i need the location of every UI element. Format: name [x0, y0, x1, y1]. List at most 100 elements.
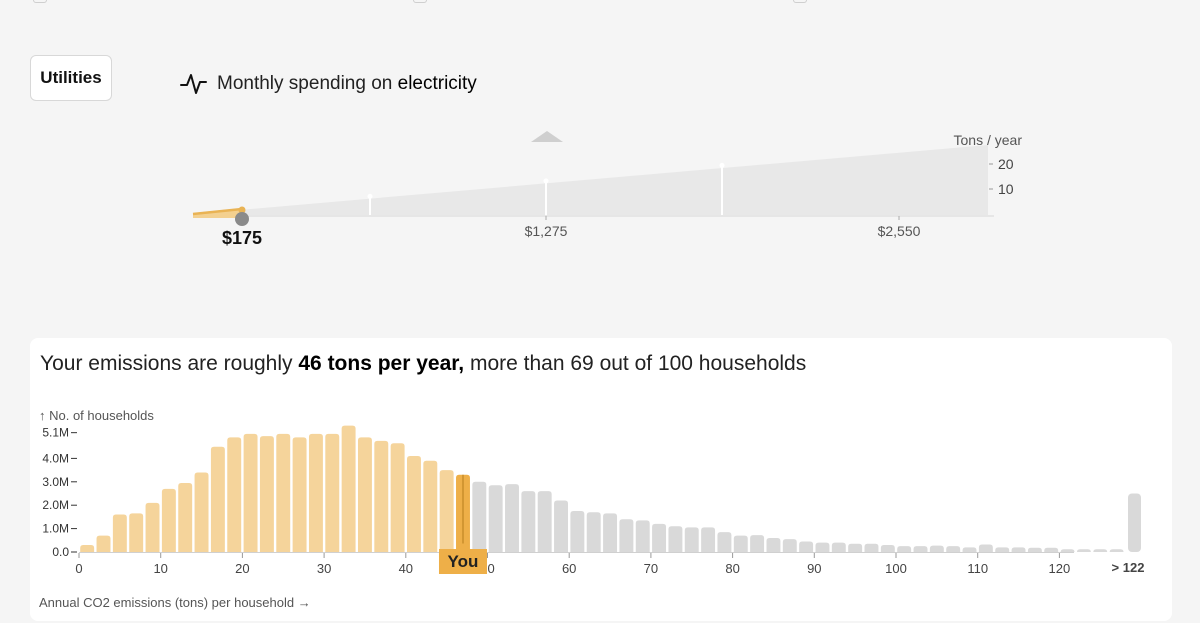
you-label: You — [448, 552, 479, 571]
x-tick-label: 30 — [317, 561, 331, 576]
histogram-bar — [243, 433, 258, 552]
histogram-bar — [733, 535, 748, 552]
x-tick-label: 120 — [1049, 561, 1071, 576]
histogram-bar — [978, 544, 993, 552]
histogram-bar — [717, 532, 732, 552]
x-tick-label: 90 — [807, 561, 821, 576]
histogram-bar — [521, 491, 536, 552]
x-tick-label: 80 — [725, 561, 739, 576]
histogram-bar — [929, 545, 944, 552]
histogram-bar — [782, 539, 797, 552]
spending-divider-dot — [719, 162, 725, 168]
histogram-bar — [701, 527, 716, 552]
histogram-bar — [145, 502, 160, 552]
utilities-category-button[interactable]: Utilities — [30, 55, 112, 101]
expand-up-icon[interactable] — [531, 131, 563, 142]
histogram-bar — [276, 433, 291, 552]
y-tick-label: 5.1M — [42, 426, 69, 440]
x-axis-title: Annual CO2 emissions (tons) per househol… — [39, 595, 311, 610]
headline-suffix: more than 69 out of 100 households — [469, 352, 807, 375]
x-tick-label: 60 — [562, 561, 576, 576]
histogram-bar — [341, 425, 356, 552]
histogram-bar — [635, 520, 650, 552]
histogram-bar — [80, 544, 95, 552]
histogram-bar — [880, 544, 895, 552]
histogram-bar — [472, 481, 487, 552]
histogram-bar — [750, 535, 765, 552]
histogram-bar — [1109, 549, 1124, 553]
histogram-bar — [652, 523, 667, 552]
histogram-bar — [407, 456, 421, 552]
histogram-bar — [1044, 547, 1059, 552]
pulse-icon — [180, 74, 207, 94]
histogram-bar — [815, 542, 830, 552]
histogram-bar — [668, 526, 683, 552]
x-tick-label: 20 — [235, 561, 249, 576]
histogram-bar — [913, 546, 928, 552]
histogram-bar — [1076, 549, 1091, 553]
y-tick-label: 10 — [998, 181, 1014, 197]
histogram-bar — [292, 437, 307, 552]
x-tick-label: 70 — [644, 561, 658, 576]
slider-knob[interactable] — [235, 212, 249, 226]
spending-prefix: Monthly spending on — [217, 73, 393, 94]
histogram-bar — [439, 470, 454, 552]
histogram-bar — [227, 437, 242, 552]
x-tick-label: $1,275 — [525, 223, 568, 239]
histogram-bar — [897, 546, 912, 552]
histogram-bar — [488, 485, 503, 552]
histogram-bar — [864, 543, 879, 552]
you-marker — [438, 543, 487, 574]
x-tick-label: 0 — [75, 561, 82, 576]
histogram-bar — [210, 446, 225, 552]
histogram-bar — [848, 543, 863, 552]
spending-title: Monthly spending on electricity — [180, 70, 477, 98]
histogram-bar — [129, 513, 144, 552]
histogram-bar — [194, 472, 209, 552]
histogram-bar — [505, 484, 519, 552]
y-tick-label: 3.0M — [42, 475, 69, 489]
x-tick-label: 10 — [153, 561, 167, 576]
y-axis-title: ↑ No. of households — [39, 408, 154, 423]
histogram-bar — [423, 460, 438, 552]
x-tick-label: $2,550 — [878, 223, 921, 239]
histogram-bar — [357, 437, 372, 552]
spending-area — [193, 145, 988, 215]
selected-value-label: $175 — [222, 228, 262, 248]
spending-divider-dot — [543, 178, 549, 184]
histogram-bar — [161, 488, 176, 552]
histogram-bar — [946, 546, 961, 552]
spending-item: electricity — [397, 73, 477, 94]
histogram-bar — [96, 535, 111, 552]
overflow-label: > 122 — [1112, 560, 1145, 575]
histogram-bar — [766, 537, 781, 552]
y-tick-label: 1.0M — [42, 522, 69, 536]
histogram-bar — [1027, 547, 1042, 552]
histogram-bar — [537, 491, 552, 552]
y-tick-label: 2.0M — [42, 498, 69, 512]
histogram-bar — [178, 482, 193, 552]
histogram-bar — [684, 527, 699, 552]
histogram-bar — [799, 541, 814, 552]
histogram-bar — [586, 512, 601, 552]
headline-prefix: Your emissions are roughly — [40, 352, 293, 375]
spending-slider[interactable]: Tons / year 20 10 $1,275 $2,550 $175 — [0, 0, 1200, 290]
histogram-bar — [1011, 547, 1026, 552]
selected-line — [192, 207, 243, 216]
histogram-bar — [374, 440, 389, 552]
headline-value: 46 tons per year, — [298, 352, 465, 375]
histogram-bar — [1060, 549, 1075, 553]
histogram-bar — [390, 443, 405, 552]
spending-divider-dot — [367, 193, 373, 199]
unit-label: Tons / year — [954, 132, 1023, 148]
histogram-bar — [554, 500, 568, 552]
histogram-bar — [619, 519, 634, 552]
histogram-bar — [995, 547, 1010, 552]
x-tick-label: 110 — [967, 561, 988, 576]
x-tick-label: 40 — [399, 561, 413, 576]
overflow-bar — [1128, 493, 1141, 552]
y-tick-label: 0.0 — [52, 545, 69, 559]
emissions-headline: Your emissions are roughly 46 tons per y… — [40, 352, 806, 376]
y-tick-label: 4.0M — [42, 451, 69, 465]
selected-point — [238, 206, 246, 214]
